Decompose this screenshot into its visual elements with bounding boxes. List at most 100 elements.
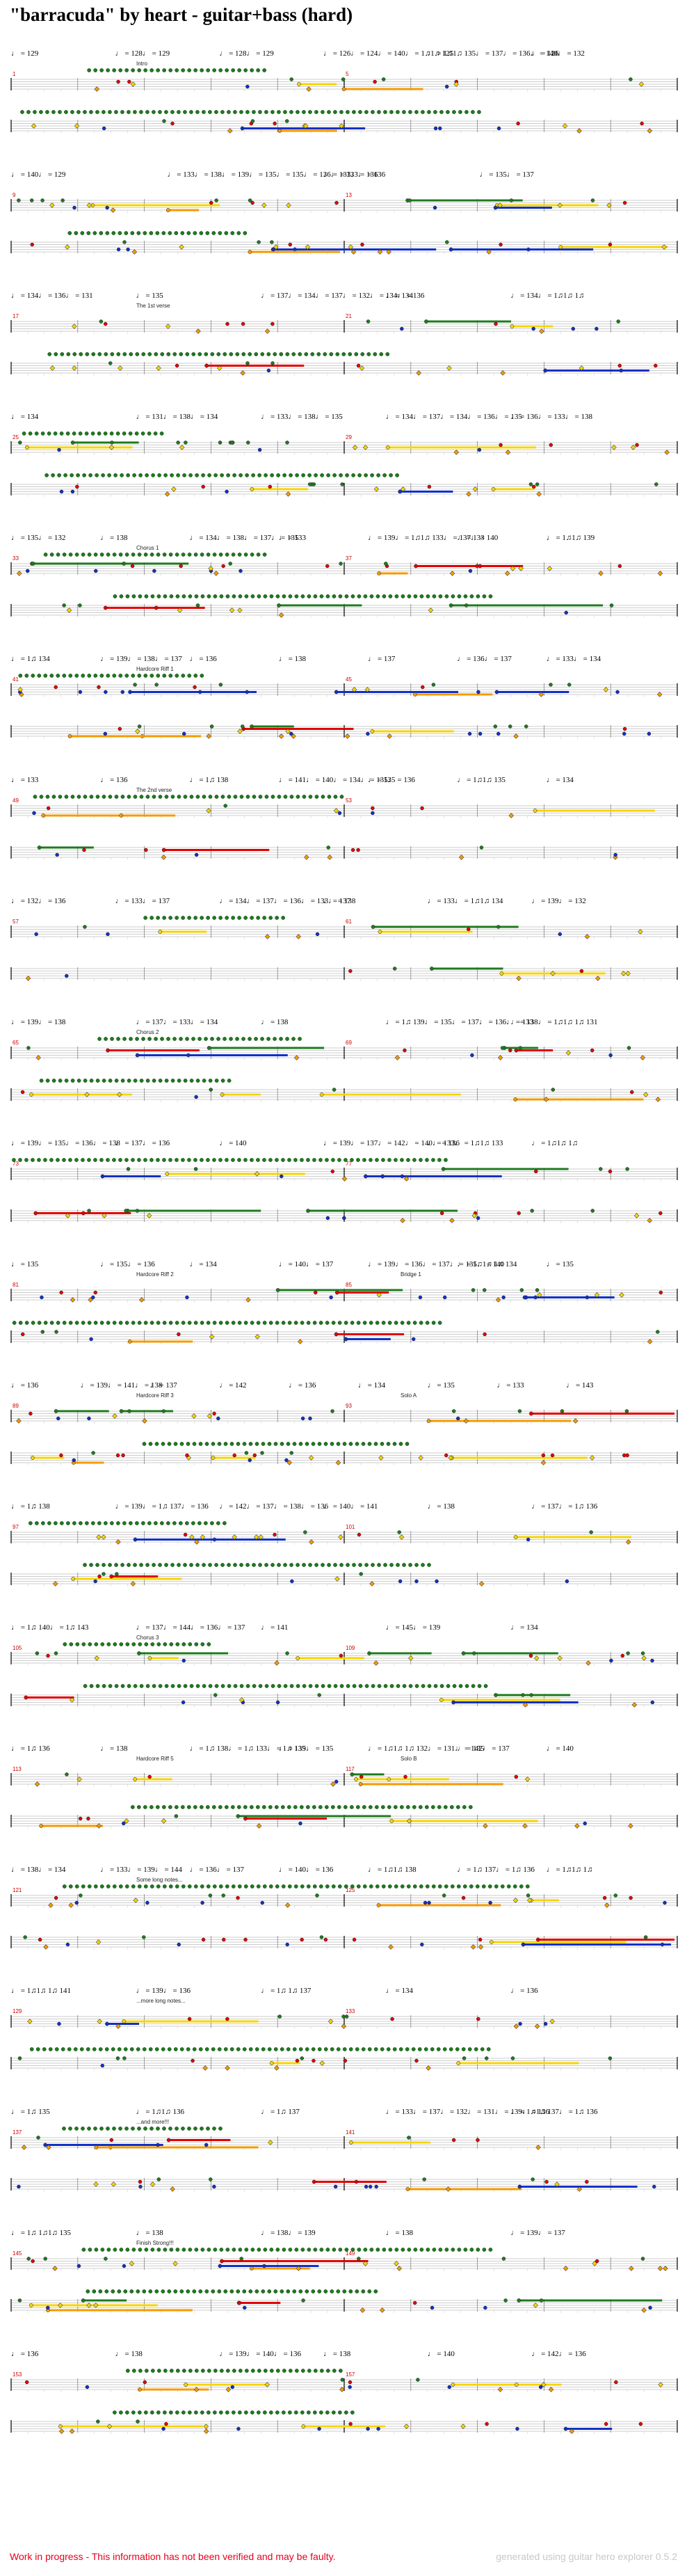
note-gem [341, 2014, 346, 2019]
note-gem [522, 1823, 528, 1829]
star-power-note [395, 473, 399, 477]
note-gem [554, 2181, 560, 2187]
star-power-note [461, 2047, 466, 2051]
note-gem [27, 2019, 33, 2024]
star-power-note [212, 552, 217, 557]
star-power-note [145, 1684, 150, 1688]
star-power-note [143, 1805, 147, 1809]
star-power-note [293, 1805, 298, 1809]
note-gem [493, 205, 498, 210]
star-power-note [237, 916, 241, 920]
star-power-note [152, 1684, 156, 1688]
note-gem [220, 2259, 224, 2264]
star-power-note [387, 1805, 391, 1809]
star-power-note [226, 473, 230, 477]
star-power-note [176, 473, 180, 477]
star-power-note [383, 110, 387, 114]
star-power-note [104, 1521, 108, 1525]
note-gem [366, 319, 371, 324]
star-power-note [124, 1321, 129, 1325]
note-gem [609, 1658, 613, 1663]
star-power-note [450, 1884, 455, 1889]
star-power-note [129, 1521, 133, 1525]
star-power-note [29, 2047, 34, 2051]
star-power-note [256, 1158, 260, 1162]
star-power-note [161, 231, 166, 235]
star-power-note [345, 473, 349, 477]
star-power-note [193, 1321, 198, 1325]
note-gem [579, 365, 585, 371]
star-power-note [266, 1037, 270, 1041]
tempo-marking: ♩ = 133 [11, 776, 39, 784]
star-power-note [412, 1805, 417, 1809]
note-gem [413, 692, 417, 697]
tempo-marking: ♩ = 133♩ = 139♩ = 144 [100, 1866, 182, 1874]
star-power-note [37, 1321, 42, 1325]
note-gem [161, 1818, 167, 1824]
star-power-note [243, 1321, 248, 1325]
star-power-note [312, 1805, 316, 1809]
star-power-note [223, 1521, 227, 1525]
note-gem [288, 242, 293, 247]
note-gem [118, 726, 122, 731]
star-power-note [223, 2289, 228, 2293]
stave-system: ♩ = 138♩ = 134 ♩ = 133♩ = 139♩ = 144 ♩ = 1… [10, 1866, 678, 1950]
note-gem [590, 198, 595, 202]
tempo-marking: ♩ = 140♩ = 137 [279, 1260, 334, 1269]
note-gem [142, 1935, 146, 1939]
note-gem [17, 687, 23, 692]
stave-system: ♩ = 1♫ 140♩ = 1♫ 143 ♩ = 137♩ = 144♩ = 13… [10, 1623, 678, 1708]
star-power-note [305, 1805, 310, 1809]
note-gem [55, 852, 59, 857]
star-power-note [42, 2047, 47, 2051]
note-gem [633, 1213, 640, 1218]
star-power-note [131, 552, 136, 557]
note-gem [65, 1942, 70, 1947]
note-gem [576, 128, 582, 134]
guitar-staff: 129 133 [10, 2008, 678, 2029]
note-gem [16, 1418, 22, 1424]
note-gem [565, 1050, 572, 1056]
star-power-note [97, 352, 102, 356]
measure-number: 5 [346, 71, 349, 77]
star-power-note [106, 68, 111, 72]
note-gem [162, 119, 166, 123]
star-power-note [268, 1805, 273, 1809]
star-power-note [399, 1805, 404, 1809]
note-gem [604, 1902, 610, 1908]
note-gem [46, 1653, 50, 1658]
star-power-note [262, 2410, 267, 2415]
note-gem [261, 202, 267, 208]
star-power-note [181, 68, 186, 72]
note-gem [54, 1330, 58, 1334]
tempo-marking: ♩ = 139♩ = 135 [279, 1744, 334, 1753]
note-gem [330, 1781, 336, 1787]
tempo-marking: ♩ = 136 [11, 1381, 39, 1390]
note-gem [245, 690, 249, 694]
tempo-marking: ♩ = 143 [566, 1381, 594, 1390]
stave-system: ♩ = 139♩ = 135♩ = 136♩ = 138♩ = 137♩ = 1… [10, 1139, 678, 1223]
star-power-note [125, 1642, 130, 1646]
star-power-note [150, 2369, 155, 2373]
star-power-note [488, 2248, 493, 2252]
star-power-note [191, 1521, 195, 1525]
star-power-note [194, 2369, 199, 2373]
note-gem [455, 1416, 460, 1421]
star-power-note [269, 594, 274, 598]
star-power-note [85, 1521, 89, 1525]
guitar-staff: 81 85 [10, 1282, 678, 1303]
note-gem [526, 247, 531, 252]
note-gem [451, 2138, 456, 2142]
note-gem [366, 2426, 370, 2431]
star-power-note [206, 2410, 211, 2415]
note-gem [161, 2426, 165, 2431]
note-gem [544, 2179, 549, 2184]
star-power-note [381, 1321, 386, 1325]
note-gem [241, 321, 245, 326]
note-gem [449, 1218, 455, 1223]
star-power-note [99, 1158, 104, 1162]
star-power-note [361, 2289, 366, 2293]
star-power-note [45, 110, 49, 114]
star-power-note [133, 1079, 138, 1083]
note-gem [236, 2426, 241, 2431]
